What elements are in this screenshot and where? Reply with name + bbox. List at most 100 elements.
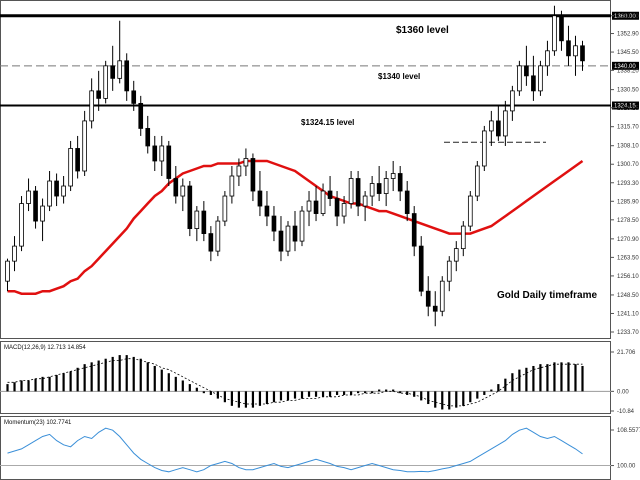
candle (320, 190, 326, 214)
candle (503, 110, 508, 137)
candle (517, 65, 522, 92)
price-tick-label: 1308.10 (617, 144, 639, 150)
candle (124, 60, 130, 92)
candle (138, 102, 144, 129)
candle (552, 15, 557, 52)
price-tick-label: 1270.90 (617, 237, 639, 243)
price-tick-label: 1293.30 (617, 181, 639, 187)
level-tag-label: 1324.15 (614, 104, 636, 110)
macd-signal-line (7, 358, 583, 407)
candle (215, 220, 221, 252)
candle (96, 90, 101, 99)
candle (26, 190, 31, 204)
macd-pane (0, 341, 611, 414)
price-axis: 1360.00 1352.90 1345.50 1338.20 1330.50 1323.… (611, 14, 639, 336)
candle (75, 148, 80, 172)
candle (545, 50, 550, 67)
price-tick-label: 1330.50 (617, 88, 639, 94)
candle (580, 45, 585, 62)
candle (489, 120, 494, 132)
candle (285, 225, 291, 252)
price-tick-label: 1315.70 (617, 125, 639, 131)
candle (510, 90, 515, 112)
candle (327, 190, 333, 199)
macd-tick-label: 21.706 (617, 350, 636, 356)
price-tick-label: 1352.90 (617, 32, 639, 38)
price-tick-label: 1241.10 (617, 311, 639, 317)
price-tick-label: 1248.50 (617, 293, 639, 299)
price-tick-label: 1263.50 (617, 255, 639, 261)
ma-line (7, 159, 584, 295)
candle (103, 65, 109, 99)
annotation-1360: $1360 level (396, 25, 449, 36)
candle (362, 195, 368, 207)
price-tick-label: 1233.70 (617, 330, 639, 336)
candle (187, 185, 193, 229)
candle (222, 195, 228, 222)
candle (271, 215, 277, 232)
candle (208, 233, 214, 252)
candle (418, 245, 424, 292)
candle (524, 65, 529, 77)
price-tick-label: 1256.10 (617, 274, 639, 280)
candle (390, 173, 396, 179)
candle (292, 225, 298, 242)
momentum-tick-label: 100.00 (617, 464, 636, 470)
annotation-1340: $1340 level (378, 72, 420, 81)
macd-tick-label: -10.84 (617, 409, 635, 415)
level-tag-label: 1340.00 (614, 64, 636, 70)
candle (173, 178, 179, 197)
candle (89, 90, 94, 122)
moving-average (7, 159, 584, 295)
candle (201, 210, 207, 234)
candle (166, 145, 172, 179)
price-pane (0, 0, 611, 339)
price-tick-label: 1278.50 (617, 218, 639, 224)
candle (131, 90, 137, 104)
price-tick-label: 1360.00 (617, 14, 639, 20)
candle (194, 210, 200, 229)
momentum-title: Momentum(23) 102.7741 (4, 420, 72, 426)
candle (348, 178, 354, 204)
candle (47, 180, 52, 207)
candle (376, 183, 382, 194)
candle (334, 198, 340, 217)
candle (453, 248, 459, 262)
level-tag (612, 11, 639, 20)
candle (110, 65, 116, 79)
momentum-tick-label: 108.5577 (617, 428, 640, 434)
candle (467, 195, 473, 227)
candle (566, 40, 571, 57)
candle (54, 180, 59, 197)
price-tick-label: 1300.70 (617, 162, 639, 168)
candle (306, 200, 312, 212)
candle (496, 120, 501, 137)
candle (559, 15, 564, 42)
candle (5, 260, 10, 282)
candle (264, 205, 270, 217)
candle (341, 203, 347, 217)
candle (432, 305, 438, 312)
candle (229, 175, 235, 197)
price-tick-label: 1338.20 (617, 68, 639, 74)
level-tag (612, 101, 639, 110)
level-tag-label: 1360.00 (614, 14, 636, 20)
candle (33, 190, 38, 222)
candle (180, 185, 186, 197)
candle (68, 148, 73, 187)
chart-title: Gold Daily timeframe (497, 290, 597, 301)
candle (474, 165, 480, 197)
candle (411, 213, 417, 247)
candle (531, 75, 536, 92)
candle (117, 60, 123, 79)
candle (82, 120, 87, 172)
momentum-line: 108.5577 100.00 (0, 427, 640, 473)
candle (299, 210, 305, 242)
candle (481, 130, 487, 167)
candle (439, 280, 445, 312)
candle (61, 185, 66, 197)
candles (5, 5, 585, 327)
momentum-series-line (7, 427, 583, 473)
